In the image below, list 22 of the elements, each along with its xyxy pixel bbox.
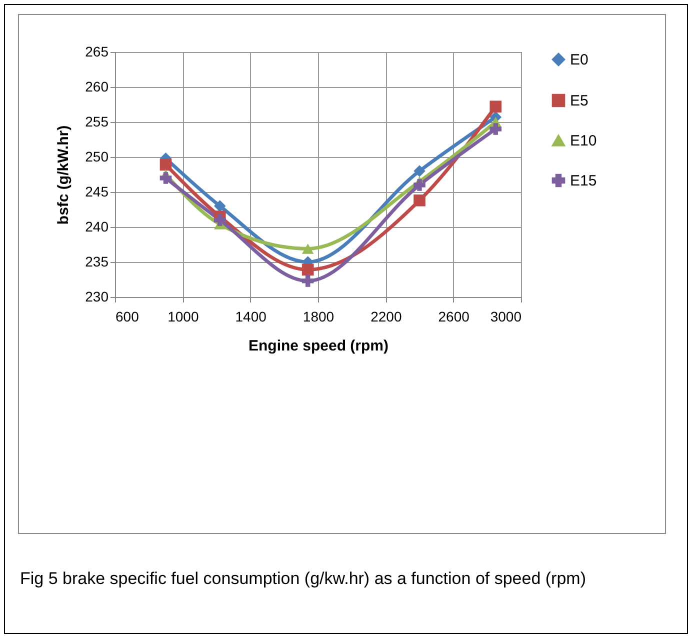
y-tick-label: 230 [85, 288, 109, 304]
y-tick-label: 235 [85, 254, 109, 270]
x-tick-label: 1800 [302, 308, 334, 324]
x-tick-label: 1000 [168, 308, 199, 324]
y-tick-label: 260 [85, 78, 109, 94]
legend-label: E10 [570, 132, 597, 150]
caption: Fig 5 brake specific fuel consumption (g/kw.hr) as a function of speed (rpm) [20, 568, 587, 589]
y-tick-label: 255 [85, 114, 109, 130]
x-tick-label: 2600 [438, 308, 470, 324]
x-tick-label: 600 [116, 308, 140, 324]
x-tick-label: 1400 [235, 308, 267, 324]
x-tick-label: 2200 [370, 308, 402, 324]
y-tick-label: 265 [85, 44, 109, 60]
x-axis-title: Engine speed (rpm) [248, 338, 389, 354]
y-tick-label: 240 [85, 218, 109, 234]
y-tick-label: 250 [85, 148, 109, 164]
legend-label: E0 [570, 52, 588, 68]
y-tick-label: 245 [85, 184, 109, 200]
y-axis-title: bsfc (g/kW.hr) [55, 125, 72, 225]
legend-label: E5 [570, 92, 588, 110]
x-tick-label: 3000 [490, 308, 522, 324]
legend-label: E15 [570, 172, 597, 190]
